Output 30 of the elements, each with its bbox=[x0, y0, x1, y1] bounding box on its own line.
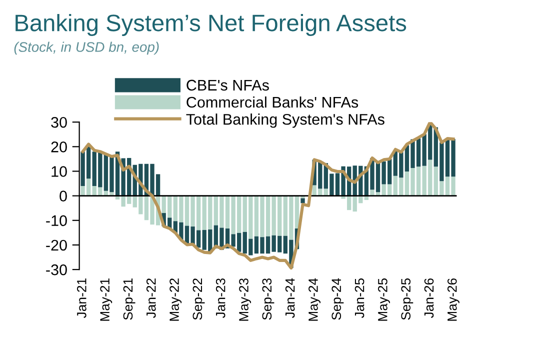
x-tick-label: Sep-22 bbox=[192, 278, 205, 320]
y-tick-label: -30 bbox=[46, 264, 67, 276]
legend-label: Total Banking System's NFAs bbox=[186, 114, 384, 128]
y-tick-label: -10 bbox=[46, 215, 67, 226]
chart-title: Banking System’s Net Foreign Assets bbox=[16, 14, 406, 36]
x-tick-label: Jan-24 bbox=[285, 278, 295, 318]
y-tick-label: 10 bbox=[52, 166, 67, 177]
x-tick-label: Jan-22 bbox=[146, 278, 156, 318]
x-tick-label: Jan-26 bbox=[424, 278, 434, 318]
legend-label: Commercial Banks' NFAs bbox=[186, 96, 358, 108]
x-tick-label: Jan-21 bbox=[76, 278, 86, 318]
x-tick-label: May-26 bbox=[447, 278, 460, 321]
x-tick-label: May-22 bbox=[170, 278, 182, 321]
x-tick-label: Jan-25 bbox=[354, 278, 364, 318]
x-tick-label: Sep-23 bbox=[262, 278, 274, 320]
x-tick-label: Sep-24 bbox=[332, 278, 344, 320]
x-tick-label: May-23 bbox=[239, 278, 252, 321]
x-tick-label: Sep-21 bbox=[123, 278, 136, 320]
x-tick-label: May-25 bbox=[378, 278, 390, 321]
y-tick-label: 20 bbox=[51, 142, 67, 152]
y-tick-label: -20 bbox=[46, 240, 67, 251]
x-tick-label: Jan-23 bbox=[216, 278, 226, 318]
chart-subtitle: (Stock, in USD bn, eop) bbox=[14, 42, 159, 55]
y-tick-label: 0 bbox=[60, 190, 67, 202]
x-tick-label: May-21 bbox=[100, 278, 112, 321]
x-tick-label: Sep-25 bbox=[401, 278, 414, 320]
bar bbox=[300, 198, 305, 204]
y-tick-label: 30 bbox=[51, 116, 67, 128]
x-tick-label: May-24 bbox=[308, 278, 320, 321]
legend-label: CBE's NFAs bbox=[186, 80, 269, 91]
